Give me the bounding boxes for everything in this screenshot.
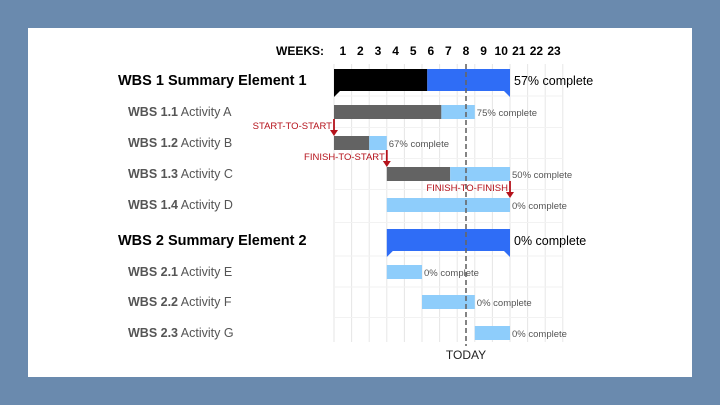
today-label: TODAY: [446, 348, 486, 362]
task-row-label: WBS 2.2 Activity F: [128, 295, 232, 309]
task-row-label: WBS 2.1 Activity E: [128, 265, 232, 279]
week-tick-label: 4: [392, 44, 399, 58]
task-progress-label: 0% complete: [477, 298, 532, 309]
task-bar-remaining: [474, 326, 510, 340]
wbs-code: WBS 2: [118, 233, 164, 249]
dependency-label: FINISH-TO-FINISH: [426, 183, 508, 194]
week-tick-label: 1: [339, 44, 346, 58]
week-tick-label: 6: [427, 44, 434, 58]
task-bar-remaining: [450, 167, 510, 181]
wbs-code: WBS 1.3: [128, 167, 178, 181]
task-row-label: WBS 1.3 Activity C: [128, 167, 233, 181]
dependency-arrow-head: [382, 161, 391, 167]
task-bar-done: [334, 105, 442, 119]
weeks-label: WEEKS:: [276, 44, 324, 58]
task-progress-label: 0% complete: [512, 329, 567, 340]
wbs-code: WBS 2.1: [128, 265, 178, 279]
task-bar-remaining: [369, 136, 387, 150]
summary-bar-remaining: [386, 229, 510, 251]
week-tick-label: 21: [512, 44, 526, 58]
summary-bracket-right: [504, 91, 510, 97]
task-progress-label: 75% complete: [477, 108, 537, 119]
task-bar-done: [334, 136, 370, 150]
task-progress-label: 50% complete: [512, 170, 572, 181]
dependency-label: START-TO-START: [253, 121, 333, 132]
task-bar-done: [386, 167, 451, 181]
week-tick-label: 10: [495, 44, 509, 58]
week-tick-label: 5: [410, 44, 417, 58]
row-name: Summary Element 2: [164, 233, 307, 249]
summary-bracket-left: [334, 91, 340, 97]
dependency-arrow-head: [330, 130, 338, 136]
summary-progress-label: 57% complete: [514, 74, 593, 88]
week-tick-label: 3: [375, 44, 382, 58]
task-row-label: WBS 1.4 Activity D: [128, 198, 233, 212]
task-progress-label: 0% complete: [512, 201, 567, 212]
summary-bar-remaining: [427, 69, 510, 91]
wbs-code: WBS 1.2: [128, 136, 178, 150]
week-tick-label: 2: [357, 44, 364, 58]
task-bar-remaining: [386, 265, 422, 279]
row-name: Activity D: [178, 198, 233, 212]
summary-bracket-left: [386, 251, 393, 257]
wbs-code: WBS 1.4: [128, 198, 178, 212]
wbs-code: WBS 2.2: [128, 295, 178, 309]
task-row-label: WBS 2.3 Activity G: [128, 326, 234, 340]
dependency-label: FINISH-TO-START: [304, 152, 385, 163]
task-progress-label: 0% complete: [424, 268, 479, 279]
week-tick-label: 9: [480, 44, 487, 58]
summary-row-label: WBS 1 Summary Element 1: [118, 73, 307, 89]
task-bar-remaining: [441, 105, 475, 119]
summary-bar-done: [334, 69, 428, 91]
task-row-label: WBS 1.1 Activity A: [128, 105, 232, 119]
wbs-code: WBS 1.1: [128, 105, 178, 119]
task-bar-remaining: [422, 295, 475, 309]
wbs-code: WBS 2.3: [128, 326, 178, 340]
row-name: Activity B: [178, 136, 232, 150]
week-tick-label: 22: [530, 44, 544, 58]
task-progress-label: 67% complete: [389, 139, 449, 150]
row-name: Summary Element 1: [164, 73, 307, 89]
row-name: Activity E: [178, 265, 232, 279]
row-name: Activity G: [178, 326, 234, 340]
task-row-label: WBS 1.2 Activity B: [128, 136, 232, 150]
week-tick-label: 7: [445, 44, 452, 58]
summary-row-label: WBS 2 Summary Element 2: [118, 233, 307, 249]
summary-progress-label: 0% complete: [514, 234, 586, 248]
row-name: Activity C: [178, 167, 233, 181]
week-tick-label: 8: [463, 44, 470, 58]
summary-bracket-right: [504, 251, 510, 257]
dependency-arrow-head: [506, 192, 514, 198]
row-name: Activity F: [178, 295, 232, 309]
gantt-card: WEEKS: 1 2 3 4 5 6 7 8 9 10 21 22 23 WBS 1 Summary Ele…: [28, 28, 692, 377]
week-tick-label: 23: [547, 44, 561, 58]
wbs-code: WBS 1: [118, 73, 164, 89]
row-name: Activity A: [178, 105, 232, 119]
task-bar-remaining: [386, 198, 510, 212]
